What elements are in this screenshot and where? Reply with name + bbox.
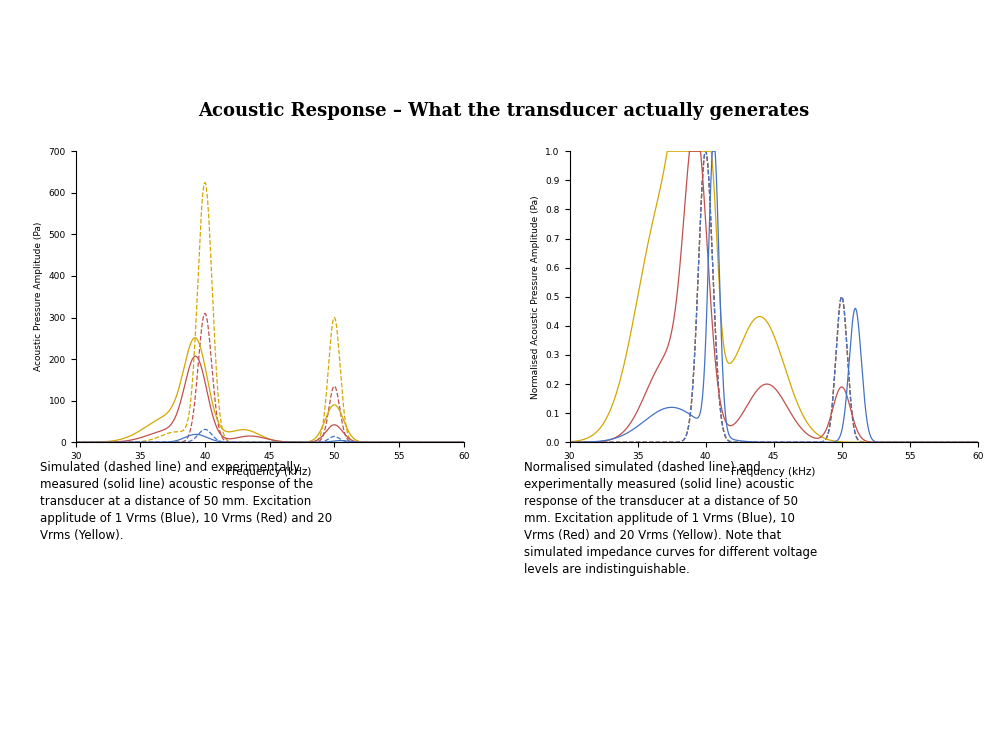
Y-axis label: Normalised Acoustic Pressure Amplitude (Pa): Normalised Acoustic Pressure Amplitude (…	[531, 195, 540, 398]
Text: BRISTOL: BRISTOL	[60, 47, 133, 61]
Text: University of: University of	[68, 22, 126, 31]
Text: Acoustic Response – What the transducer actually generates: Acoustic Response – What the transducer …	[199, 101, 809, 119]
Text: Simulated (dashed line) and experimentally
measured (solid line) acoustic respon: Simulated (dashed line) and experimental…	[40, 461, 333, 542]
X-axis label: Frequency (kHz): Frequency (kHz)	[732, 466, 815, 476]
Text: System Response - Acoustic: System Response - Acoustic	[336, 34, 632, 53]
Y-axis label: Acoustic Pressure Amplitude (Pa): Acoustic Pressure Amplitude (Pa)	[34, 222, 43, 371]
Text: Normalised simulated (dashed line) and
experimentally measured (solid line) acou: Normalised simulated (dashed line) and e…	[524, 461, 817, 576]
X-axis label: Frequency (kHz): Frequency (kHz)	[228, 466, 311, 476]
